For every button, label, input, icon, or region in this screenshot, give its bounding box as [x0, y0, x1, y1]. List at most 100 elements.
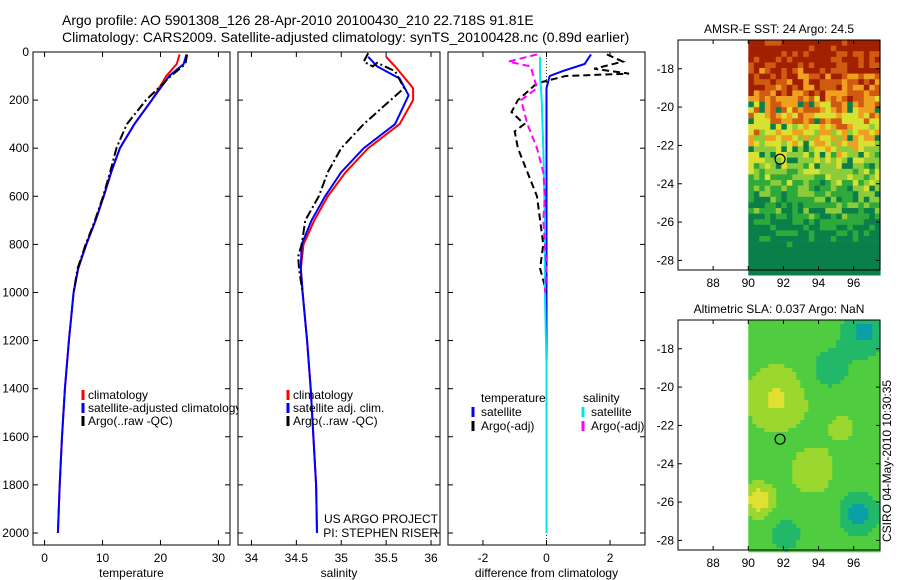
sla-cell — [792, 460, 797, 465]
sla-cell — [756, 404, 761, 409]
sla-cell — [808, 448, 813, 453]
sla-cell — [808, 380, 813, 385]
sla-cell — [748, 376, 753, 381]
sla-cell — [756, 444, 761, 449]
sst-cell — [797, 241, 804, 248]
sst-cell — [792, 124, 799, 130]
sla-cell — [844, 536, 849, 541]
sla-cell — [824, 488, 829, 493]
x-tick-label: 36 — [424, 551, 438, 565]
sla-cell — [776, 452, 781, 457]
sla-cell — [844, 364, 849, 369]
sla-cell — [840, 476, 845, 481]
sst-cell — [764, 208, 771, 214]
sla-cell — [876, 428, 881, 433]
sla-cell — [808, 356, 813, 361]
sst-cell — [869, 219, 876, 226]
sla-cell — [828, 540, 833, 545]
sst-cell — [753, 202, 760, 209]
sst-cell — [836, 208, 843, 214]
sst-cell — [836, 51, 843, 58]
sla-cell — [768, 448, 773, 453]
sla-cell — [760, 400, 765, 405]
sst-cell — [814, 213, 821, 220]
sla-cell — [836, 400, 841, 405]
sst-cell — [869, 79, 876, 86]
sst-cell — [748, 140, 755, 147]
sst-cell — [781, 146, 788, 153]
sst-cell — [759, 51, 766, 58]
sla-cell — [776, 448, 781, 453]
sst-cell — [803, 202, 810, 209]
sla-cell — [876, 432, 881, 437]
sla-cell — [804, 368, 809, 373]
sla-cell — [796, 492, 801, 497]
sst-cell — [759, 191, 766, 198]
sla-cell — [800, 412, 805, 417]
sla-cell — [816, 424, 821, 429]
sst-cell — [863, 129, 870, 136]
sla-cell — [792, 392, 797, 397]
sla-cell — [764, 412, 769, 417]
sst-cell — [819, 146, 826, 153]
sla-cell — [848, 536, 853, 541]
sla-cell — [832, 412, 837, 417]
sla-cell — [816, 336, 821, 341]
sla-cell — [764, 504, 769, 509]
sla-cell — [856, 380, 861, 385]
sla-cell — [872, 456, 877, 461]
sst-cell — [825, 191, 832, 198]
sla-cell — [776, 460, 781, 465]
sla-cell — [860, 428, 865, 433]
sla-cell — [800, 512, 805, 517]
sst-cell — [825, 264, 832, 270]
sst-cell — [759, 264, 766, 270]
sst-cell — [753, 40, 760, 46]
sla-cell — [844, 400, 849, 405]
sst-cell — [808, 202, 815, 209]
sla-cell — [760, 364, 765, 369]
sst-cell — [775, 124, 782, 130]
sst-cell — [753, 224, 760, 231]
sla-cell — [864, 532, 869, 537]
sst-cell — [825, 174, 832, 181]
sst-cell — [852, 68, 859, 74]
sla-cell — [776, 360, 781, 365]
sla-cell — [804, 404, 809, 409]
sla-cell — [816, 456, 821, 461]
sla-cell — [852, 396, 857, 401]
sla-cell — [828, 476, 833, 481]
sla-cell — [768, 368, 773, 373]
sla-cell — [764, 328, 769, 333]
sst-cell — [814, 135, 821, 142]
sst-cell — [858, 90, 865, 97]
sla-cell — [788, 384, 793, 389]
sla-cell — [792, 424, 797, 429]
sla-cell — [864, 448, 869, 453]
sst-cell — [770, 90, 777, 97]
sst-cell — [808, 219, 815, 226]
sst-cell — [819, 112, 826, 119]
sla-cell — [756, 464, 761, 469]
sst-cell — [847, 96, 854, 102]
sla-cell — [792, 320, 797, 325]
sla-cell — [820, 448, 825, 453]
sla-cell — [756, 528, 761, 533]
sla-cell — [772, 436, 777, 441]
sst-cell — [863, 196, 870, 203]
sla-cell — [760, 464, 765, 469]
sla-cell — [772, 360, 777, 365]
sla-cell — [844, 320, 849, 325]
sla-cell — [752, 348, 757, 353]
sla-cell — [820, 384, 825, 389]
sst-cell — [847, 84, 854, 91]
sla-cell — [804, 488, 809, 493]
sla-cell — [780, 444, 785, 449]
sst-cell — [858, 62, 865, 69]
sla-cell — [820, 428, 825, 433]
sla-cell — [764, 428, 769, 433]
sla-cell — [760, 320, 765, 325]
sla-cell — [752, 324, 757, 329]
sla-cell — [812, 476, 817, 481]
sla-cell — [832, 396, 837, 401]
